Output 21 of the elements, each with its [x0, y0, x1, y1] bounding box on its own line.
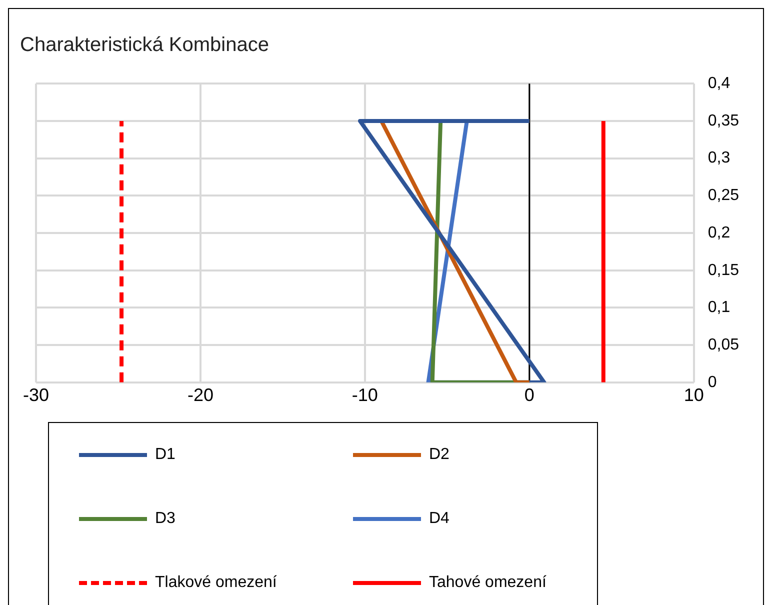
x-tick-label: 0: [524, 385, 534, 406]
y-tick-label: 0,15: [708, 262, 740, 279]
x-tick-label: -10: [352, 385, 378, 406]
legend-label: Tahové omezení: [429, 574, 546, 592]
x-tick-label: -30: [22, 385, 50, 406]
y-tick-label: 0,4: [708, 75, 730, 92]
y-tick-label: 0,3: [708, 150, 730, 167]
y-tick-label: 0: [708, 374, 717, 391]
x-tick-label: -20: [187, 385, 214, 406]
legend-label: D2: [429, 446, 450, 464]
y-tick-label: 0,25: [708, 187, 740, 204]
y-tick-label: 0,35: [708, 112, 740, 130]
y-tick-label: 0,05: [708, 336, 740, 354]
legend-label: D3: [155, 510, 176, 528]
legend-label: D1: [155, 446, 176, 464]
y-tick-label: 0,1: [708, 299, 730, 316]
legend-label: Tlakové omezení: [155, 574, 277, 592]
y-tick-label: 0,2: [708, 224, 730, 242]
legend-label: D4: [429, 510, 450, 528]
x-tick-label: 10: [684, 385, 704, 406]
chart-title: Charakteristická Kombinace: [20, 34, 269, 57]
